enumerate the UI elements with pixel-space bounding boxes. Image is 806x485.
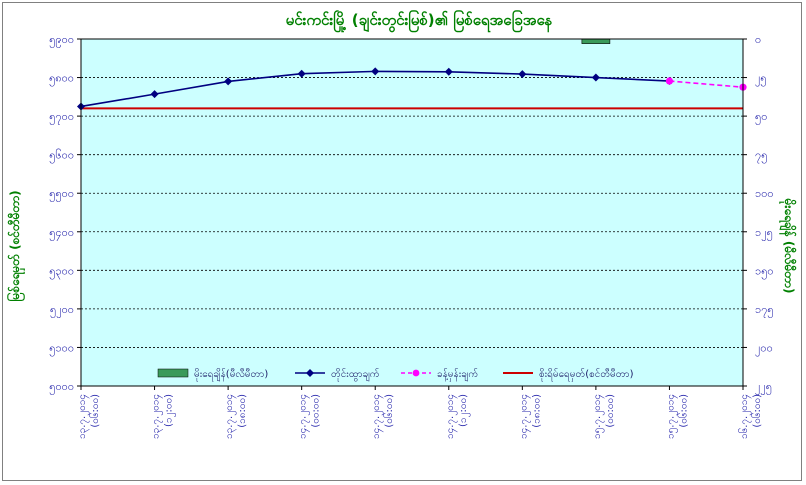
y-right-tick-label: ၁၅၀ — [755, 264, 774, 279]
x-tick-label: ၁၅.၇.၂၀၁၄ (၀၆:၀၀) — [665, 394, 689, 439]
observed-point — [591, 73, 600, 82]
y-axis-right-title: မိုးရေချိန် (မီလီမီတာ) — [778, 198, 798, 294]
chart-canvas: မင်းကင်းမြို့ (ချင်းတွင်းမြစ်)၏ မြစ်ရေအခ… — [5, 9, 798, 439]
legend-label: တိုင်းထွာချက် — [331, 367, 380, 382]
y-right-tick-label: ၂၂၅ — [755, 380, 772, 395]
y-right-tick-label: ၁၀၀ — [755, 187, 774, 200]
y-axis-left-title: မြစ်ရေမှတ် (စင်တီမီတာ) — [5, 190, 26, 301]
observed-point — [371, 67, 380, 76]
y-left-tick-label: ၅၂၀၀ — [50, 303, 74, 318]
legend: မိုးရေချိန်(မီလီမီတာ) တိုင်းထွာချက် ခန့်မှ… — [157, 367, 634, 382]
y-right-tick-label: ၂၅ — [755, 72, 767, 87]
observed-point — [518, 70, 527, 79]
legend-marker — [306, 369, 314, 377]
y-right-tick-label: ၂၀၀ — [755, 341, 773, 356]
chart-title: မင်းကင်းမြို့ (ချင်းတွင်းမြစ်)၏ မြစ်ရေအခ… — [286, 9, 553, 33]
x-tick-label: ၁၄.၇.၂၀၁၄ (၁၂:၀၀) — [445, 394, 471, 439]
forecast-line — [669, 80, 744, 88]
y-left-tick-label: ၅၇၀၀ — [49, 110, 74, 125]
forecast-point — [665, 77, 674, 85]
y-right-tick-label: ၁၂၅ — [755, 226, 773, 241]
observed-point — [297, 69, 306, 78]
legend-label: စိုးရိမ်ရေမှတ်(စင်တီမီတာ) — [539, 367, 634, 382]
x-tick-label: ၁၃.၇.၂၀၁၄ (၀၆:၀၀) — [77, 394, 101, 439]
legend-label: ခန့်မှန်းချက် — [437, 367, 478, 382]
legend-swatch-rainfall — [157, 368, 189, 378]
axes: ၅၀၀၀ ၅၁၀၀ ၅၂၀၀ ၅၃၀၀ ၅၄၀၀ ၅၅၀၀ ၅၆၀၀ ၅၇၀၀ ၅၈၀၀ ၅၉၀၀… — [49, 33, 773, 439]
x-tick-label: ၁၄.၇.၂၀၁၄ (၁၈:၀၀) — [518, 394, 542, 439]
y-left-tick-label: ၅၈၀၀ — [49, 72, 74, 87]
y-left-tick-label: ၅၆၀၀ — [49, 149, 74, 164]
x-tick-label: ၁၅.၇.၂၀၁၄ (၀၀:၀၀) — [592, 394, 616, 439]
y-left-tick-label: ၅၁၀၀ — [49, 341, 74, 356]
observed-point — [150, 90, 159, 99]
x-tick-label: ၁၃.၇.၂၀၁၄ (၁၂:၀၀) — [151, 394, 177, 439]
y-right-tick-label: ၇၅ — [755, 149, 767, 164]
y-left-tick-label: ၅၅၀၀ — [49, 187, 74, 202]
y-left-tick-label: ၅၉၀၀ — [49, 33, 74, 48]
x-tick-label: ၁၆.၇.၂၀၁၄ (၀၆:၀၀) — [737, 394, 763, 439]
plot-area — [81, 39, 743, 386]
y-left-tick-label: ၅၄၀၀ — [49, 226, 74, 241]
y-right-tick-label: ၁၇၅ — [755, 303, 774, 318]
y-right-tick-label: ၀ — [755, 33, 761, 46]
legend-label: မိုးရေချိန်(မီလီမီတာ) — [194, 367, 268, 382]
rainfall-bar — [581, 38, 611, 44]
legend-marker — [412, 369, 420, 377]
y-right-tick-label: ၅၀ — [755, 110, 767, 125]
y-left-tick-label: ၅၀၀၀ — [49, 380, 74, 395]
y-left-tick-label: ၅၃၀၀ — [49, 264, 74, 279]
x-tick-label: ၁၄.၇.၂၀၁၄ (၀၆:၀၀) — [371, 394, 395, 439]
series-layer — [77, 38, 747, 111]
x-tick-label: ၁၃.၇.၂၀၁၄ (၁၈:၀၀) — [224, 394, 248, 439]
observed-point — [444, 67, 453, 76]
x-tick-label: ၁၄.၇.၂၀၁၄ (၀၀:၀၀) — [298, 394, 322, 439]
observed-point — [224, 77, 233, 86]
